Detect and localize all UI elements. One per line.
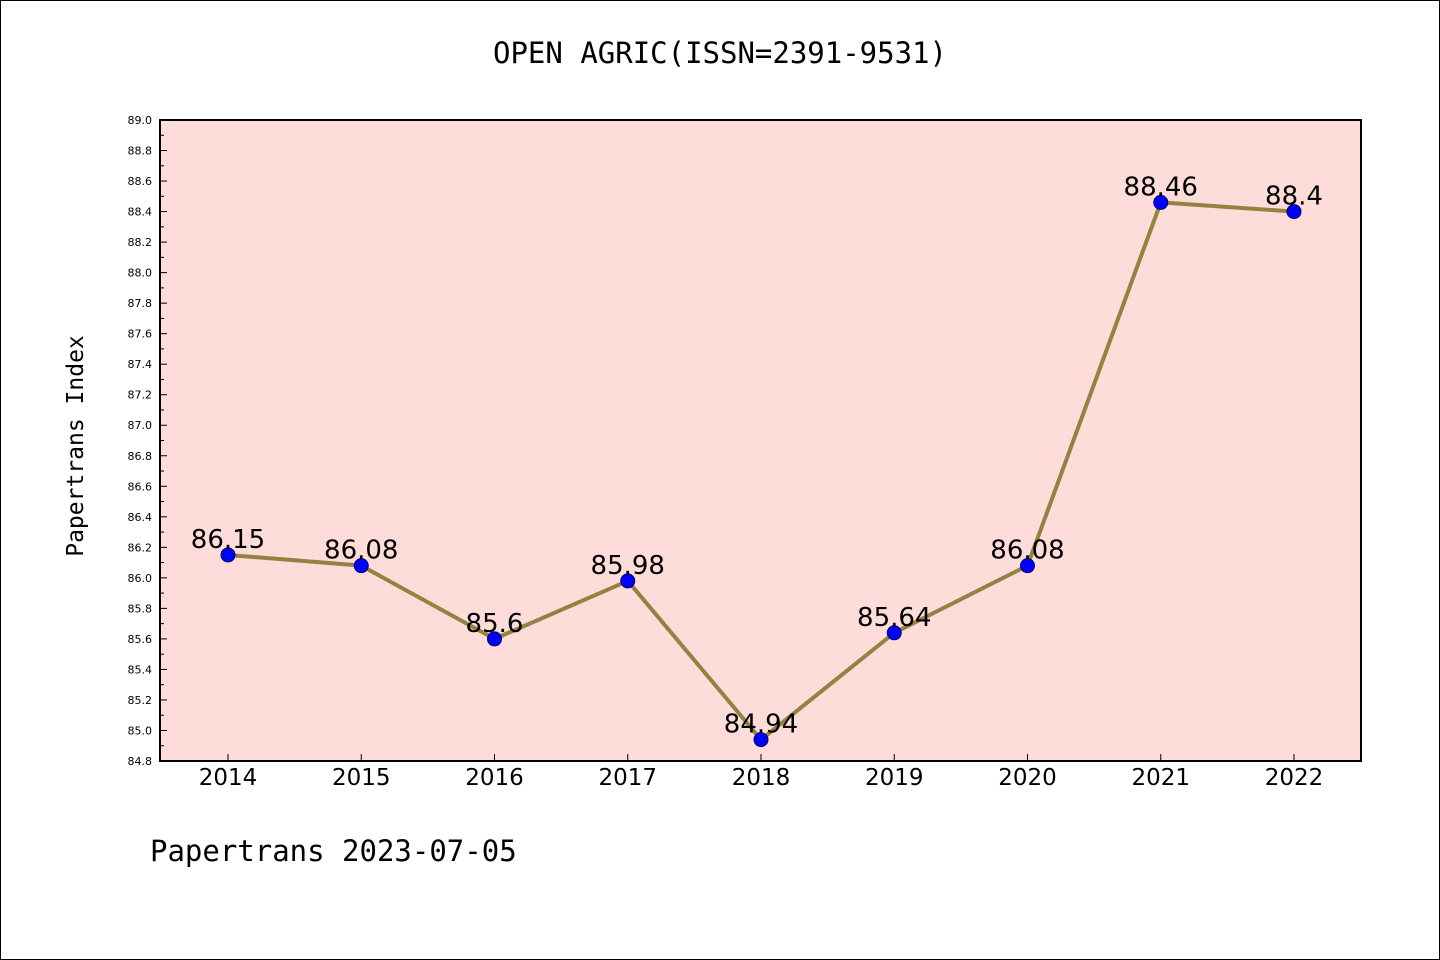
x-tick-label: 2019 <box>865 765 924 791</box>
y-tick-label: 88.0 <box>128 267 153 280</box>
data-point <box>1020 558 1035 574</box>
x-tick-label: 2015 <box>332 765 391 791</box>
y-tick-label: 85.4 <box>128 663 153 676</box>
y-axis: 84.8 85.0 85.2 85.4 85.6 85.8 86.0 86.2 86.4 86.6… <box>128 114 167 768</box>
data-point <box>1286 204 1302 220</box>
y-tick-label: 86.2 <box>128 541 153 554</box>
data-label: 88.4 <box>1265 182 1323 212</box>
y-tick-label: 85.8 <box>128 602 153 615</box>
plot-area <box>159 119 1362 762</box>
data-point <box>487 631 502 647</box>
x-axis: 2014 2015 2016 2017 2018 2019 2020 2021 2022 <box>199 754 1324 791</box>
y-tick-label: 85.0 <box>128 724 153 737</box>
data-label: 88.46 <box>1124 172 1198 202</box>
series-group <box>220 194 1302 748</box>
y-tick-label: 86.4 <box>128 511 153 524</box>
y-tick-label: 88.8 <box>128 145 153 158</box>
data-label: 85.98 <box>591 551 665 581</box>
data-label: 86.08 <box>324 536 398 566</box>
data-point <box>1153 194 1169 210</box>
x-tick-label: 2022 <box>1265 765 1324 791</box>
y-tick-label: 87.2 <box>128 389 153 402</box>
data-label: 86.15 <box>191 525 265 555</box>
y-tick-label: 89.0 <box>128 114 153 127</box>
data-point <box>620 573 636 589</box>
footer-date-label: Papertrans 2023-07-05 <box>150 834 517 868</box>
data-label: 85.64 <box>857 603 931 633</box>
y-tick-label: 87.0 <box>128 419 153 432</box>
x-tick-label: 2014 <box>199 765 258 791</box>
y-tick-label: 88.6 <box>128 175 153 188</box>
y-tick-label: 88.2 <box>128 236 153 249</box>
data-point <box>353 558 369 574</box>
y-tick-label: 86.8 <box>128 450 153 463</box>
y-tick-label: 88.4 <box>128 206 153 219</box>
chart-title: OPEN AGRIC(ISSN=2391-9531) <box>493 36 947 70</box>
data-label: 86.08 <box>990 536 1064 566</box>
data-point <box>753 732 769 748</box>
data-label: 85.6 <box>466 609 524 639</box>
y-tick-label: 85.2 <box>128 694 153 707</box>
data-label: 84.94 <box>724 710 798 740</box>
data-point <box>220 547 236 563</box>
x-tick-label: 2021 <box>1131 765 1190 791</box>
y-tick-label: 87.6 <box>128 328 153 341</box>
y-tick-label: 85.6 <box>128 633 153 646</box>
data-labels: 86.15 86.08 85.6 85.98 84.94 85.64 86.08 88.46 8… <box>191 172 1323 739</box>
data-point <box>886 625 902 641</box>
x-tick-label: 2018 <box>732 765 791 791</box>
y-tick-label: 84.8 <box>128 755 153 768</box>
x-tick-label: 2017 <box>598 765 657 791</box>
x-tick-label: 2020 <box>998 765 1057 791</box>
y-tick-label: 87.8 <box>128 297 153 310</box>
y-tick-label: 86.0 <box>128 572 153 585</box>
y-tick-label: 87.4 <box>128 358 153 371</box>
y-tick-label: 86.6 <box>128 480 153 493</box>
x-tick-label: 2016 <box>465 765 524 791</box>
